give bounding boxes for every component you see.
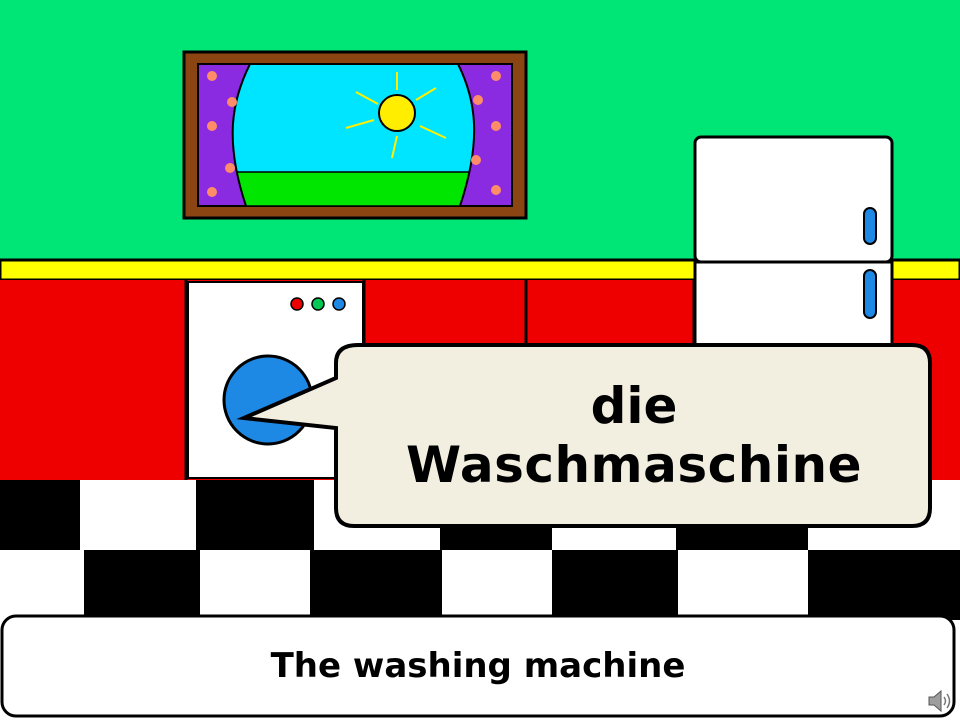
dial-green [311, 297, 325, 311]
word-article: die [590, 377, 678, 435]
grass [235, 171, 473, 207]
sun-icon [345, 72, 447, 159]
dial-red [290, 297, 304, 311]
translation-caption: The washing machine [270, 646, 686, 686]
vocabulary-word: die Waschmaschine [340, 352, 928, 520]
curtain-left [197, 63, 252, 207]
fridge-handle-bottom [863, 269, 877, 319]
word-noun: Waschmaschine [405, 436, 863, 494]
fridge-handle-top [863, 207, 877, 245]
dial-blue [332, 297, 346, 311]
curtain-right [456, 63, 513, 207]
speech-bubble [236, 343, 932, 528]
window-picture [182, 50, 528, 220]
speaker-icon[interactable] [926, 688, 954, 714]
caption-box [0, 614, 956, 718]
